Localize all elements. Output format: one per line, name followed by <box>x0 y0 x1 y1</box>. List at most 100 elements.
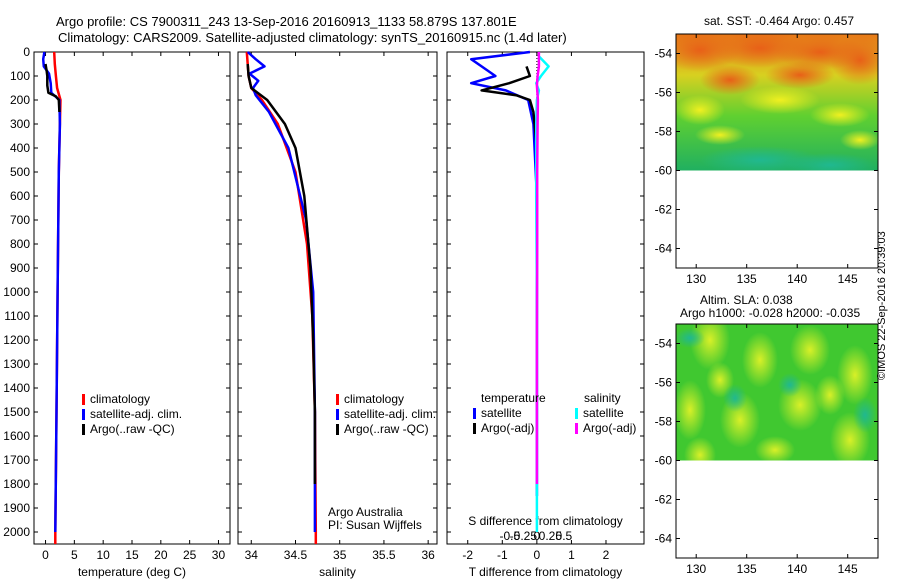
map-y-tick-label: -54 <box>655 47 673 61</box>
heatmap-blob <box>853 397 877 433</box>
x-axis-label: salinity <box>319 565 356 579</box>
legend-swatch <box>473 408 476 419</box>
map-panel-1: 130 135 140 145 -54 -56 -58 -60 -62 -64 sat. SST: … <box>655 14 879 286</box>
x-tick-label: 36 <box>421 548 435 562</box>
depth-tick-label: 1800 <box>3 477 30 491</box>
x-tick-label: 34.5 <box>284 548 308 562</box>
legend-entry: climatology <box>344 392 404 406</box>
map-y-tick-label: -62 <box>655 493 673 507</box>
legend-entry: Argo(-adj) <box>583 421 636 435</box>
x-tick-label: 10 <box>96 548 110 562</box>
heatmap-blob <box>755 436 795 461</box>
heatmap-blob <box>837 345 873 405</box>
map-x-tick-label: 130 <box>686 272 706 286</box>
x-tick-label: 20 <box>154 548 168 562</box>
map-x-tick-label: 140 <box>787 562 807 576</box>
profile-panel-3: -2 -1 0 1 2 T difference from climatology -0.5… <box>446 50 645 579</box>
depth-tick-label: 100 <box>10 69 30 83</box>
heatmap-blob <box>740 86 820 114</box>
heatmap-blob <box>765 61 835 89</box>
legend-swatch <box>336 394 339 405</box>
figure-title-line2: Climatology: CARS2009. Satellite-adjuste… <box>58 30 567 45</box>
map-y-tick-label: -64 <box>655 532 673 546</box>
heatmap-blob <box>684 437 716 461</box>
heatmap-field <box>676 324 878 461</box>
series-line-satellite-adj-clim- <box>246 51 317 532</box>
depth-tick-label: 1400 <box>3 381 30 395</box>
panel-frame <box>446 51 645 545</box>
map-x-tick-label: 140 <box>787 272 807 286</box>
s-tick-label: -0.5 <box>500 529 521 543</box>
series-line-salinity-argo-adj- <box>535 52 541 484</box>
heatmap-blob <box>676 95 725 125</box>
x-tick-label: 35 <box>333 548 347 562</box>
x-tick-label: 0 <box>42 548 49 562</box>
series-line-climatology <box>245 51 318 544</box>
heatmap-blob <box>840 130 878 150</box>
legend-swatch <box>575 408 578 419</box>
x-tick-label: -1 <box>497 548 508 562</box>
depth-tick-label: 1900 <box>3 501 30 515</box>
x-tick-label: 15 <box>125 548 139 562</box>
legend-swatch <box>473 423 476 434</box>
x-tick-label: -2 <box>462 548 473 562</box>
heatmap-blob <box>723 384 747 412</box>
legend-swatch <box>82 424 85 435</box>
panel-frame <box>33 51 231 545</box>
depth-tick-label: 1200 <box>3 333 30 347</box>
heatmap-blob <box>695 125 745 145</box>
depth-tick-label: 1700 <box>3 453 30 467</box>
heatmap-blob <box>676 380 706 440</box>
depth-tick-label: 1500 <box>3 405 30 419</box>
depth-tick-label: 800 <box>10 237 30 251</box>
x-tick-label: 34 <box>245 548 259 562</box>
depth-tick-label: 900 <box>10 261 30 275</box>
s-tick-label: 0.5 <box>556 529 573 543</box>
legend-entry: satellite <box>481 406 522 420</box>
depth-tick-label: 500 <box>10 165 30 179</box>
legend-title-salinity: salinity <box>584 391 621 405</box>
depth-tick-label: 1100 <box>4 309 30 323</box>
s-axis-label: S difference from climatology <box>468 514 623 528</box>
map-y-tick-label: -54 <box>655 337 673 351</box>
depth-tick-label: 400 <box>10 141 30 155</box>
profile-panel-1: 0100200300400500600700800900100011001200… <box>3 45 231 579</box>
x-tick-label: 35.5 <box>372 548 396 562</box>
heatmap-blob <box>830 35 878 85</box>
annotation-text: PI: Susan Wijffels <box>328 518 422 532</box>
panel-frame <box>237 51 438 545</box>
depth-tick-label: 0 <box>23 45 30 59</box>
legend-entry: satellite-adj. clim. <box>90 407 182 421</box>
legend-swatch <box>82 394 85 405</box>
legend-swatch <box>82 409 85 420</box>
depth-tick-label: 700 <box>10 213 30 227</box>
map-panel-2: 130 135 140 145 -54 -56 -58 -60 -62 -64 Altim. SLA… <box>655 293 879 576</box>
legend-entry: Argo(-adj) <box>481 421 534 435</box>
map-frame <box>675 323 879 559</box>
heatmap-blob <box>700 65 760 95</box>
s-tick-label: -0.25 <box>510 529 538 543</box>
legend-entry: climatology <box>90 392 150 406</box>
heatmap-blob <box>676 328 705 348</box>
map-title: sat. SST: -0.464 Argo: 0.457 <box>704 14 854 28</box>
copyright-credit: ©IMOS 22-Sep-2016 20:39:03 <box>876 231 888 380</box>
x-axis-label: temperature (deg C) <box>78 565 186 579</box>
series-line-argo-raw-qc- <box>246 63 317 484</box>
heatmap-blob <box>810 103 870 127</box>
depth-tick-label: 200 <box>10 93 30 107</box>
map-y-tick-label: -64 <box>655 242 673 256</box>
map-y-tick-label: -60 <box>655 454 673 468</box>
heatmap-blob <box>790 325 830 375</box>
legend-entry: satellite-adj. clim. <box>344 407 436 421</box>
map-x-tick-label: 145 <box>838 272 858 286</box>
heatmap-field <box>676 34 878 171</box>
map-x-tick-label: 145 <box>838 562 858 576</box>
heatmap-blob <box>742 332 778 388</box>
x-tick-label: 5 <box>71 548 78 562</box>
map-x-tick-label: 135 <box>737 562 757 576</box>
depth-tick-label: 600 <box>10 189 30 203</box>
map-y-tick-label: -58 <box>655 415 673 429</box>
depth-tick-label: 300 <box>10 117 30 131</box>
x-axis-label: T difference from climatology <box>469 565 623 579</box>
